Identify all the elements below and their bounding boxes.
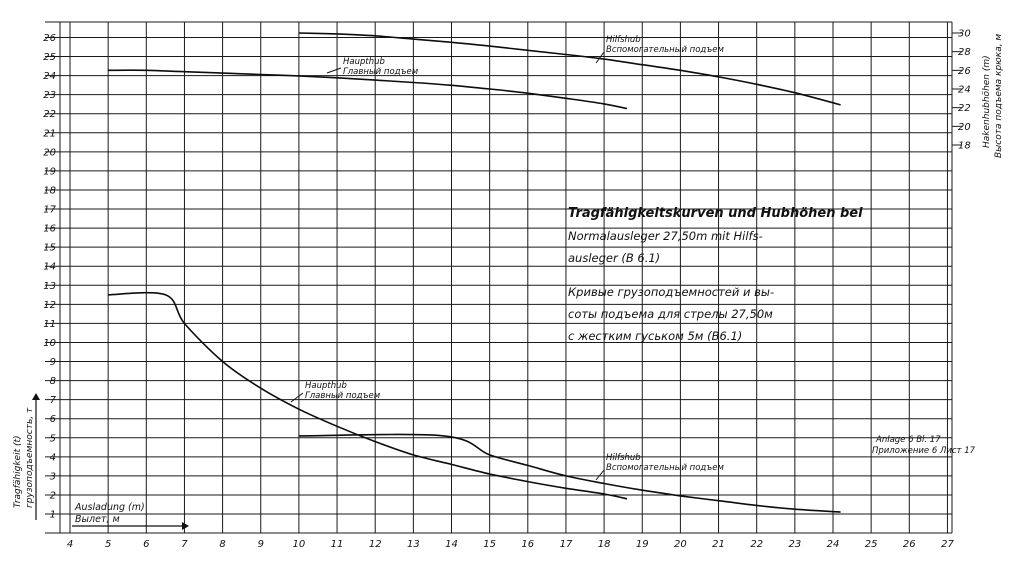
y-tick-label: 2 — [50, 490, 56, 501]
y-right-tick-label: 22 — [958, 103, 971, 114]
y-tick-label: 7 — [50, 395, 57, 406]
y-right-axis-title: Hakenhubhöhen (m) Высота подъема крюка, … — [982, 34, 1004, 158]
x-tick-label: 26 — [903, 539, 916, 550]
y-tick-label: 25 — [43, 52, 56, 63]
title-block: Tragfähigkeitskurven und Hubhöhen bei No… — [568, 206, 863, 343]
x-tick-label: 13 — [407, 539, 420, 550]
x-tick-label: 8 — [219, 539, 225, 550]
x-axis-label: Ausladung (m) — [74, 502, 145, 513]
curve-labels: Haupthub Главный подъем Hilfshub Вспомог… — [290, 35, 725, 481]
annotation-line-1: Anlage 6 Bl. 17 — [875, 435, 941, 445]
y-right-axis-label-ru: Высота подъема крюка, м — [994, 34, 1004, 158]
label-haupthub-capacity-ru: Главный подъем — [305, 391, 381, 401]
y-axis-label: Tragfähigkeit (t) — [13, 435, 23, 508]
label-hilfshub-height: Hilfshub — [606, 35, 641, 45]
label-hilfshub-height-ru: Вспомогательный подъем — [606, 45, 725, 55]
x-tick-label: 24 — [827, 539, 840, 550]
y-right-tick-label: 28 — [958, 47, 971, 58]
x-tick-label: 21 — [712, 539, 725, 550]
y-tick-label: 3 — [50, 471, 56, 482]
y-right-tick-label: 30 — [958, 29, 971, 40]
y-tick-label: 15 — [43, 243, 56, 254]
y-tick-label: 24 — [43, 71, 56, 82]
y-right-tick-label: 26 — [958, 66, 971, 77]
x-axis-title: Ausladung (m) Вылет, м — [72, 502, 189, 530]
title-ru-line-3: с жестким гуськом 5м (В6.1) — [568, 329, 742, 343]
label-haupthub-height-ru: Главный подъем — [343, 67, 419, 77]
title-line-2: Normalausleger 27,50m mit Hilfs- — [568, 229, 763, 243]
y-tick-label: 26 — [43, 33, 56, 44]
y-tick-label: 10 — [43, 338, 56, 349]
x-tick-label: 11 — [331, 539, 344, 550]
x-tick-label: 23 — [788, 539, 801, 550]
label-haupthub-capacity: Haupthub — [305, 381, 347, 391]
x-tick-label: 20 — [674, 539, 687, 550]
label-hilfshub-capacity-ru: Вспомогательный подъем — [606, 463, 725, 473]
leader-haupthub-height — [326, 67, 342, 74]
y-tick-label: 8 — [50, 376, 56, 387]
x-tick-label: 4 — [67, 539, 73, 550]
x-tick-label: 7 — [181, 539, 188, 550]
y-tick-label: 19 — [43, 166, 56, 177]
title-line-3: ausleger (B 6.1) — [568, 251, 660, 265]
y-tick-label: 14 — [43, 262, 56, 273]
y-right-tick-label: 24 — [958, 85, 971, 96]
series-line-capacity-haupthub — [108, 291, 628, 500]
y-right-axis-label: Hakenhubhöhen (m) — [982, 55, 992, 148]
series-line-hook_height-haupthub — [108, 69, 628, 110]
y-axis-label-ru: грузоподъемность, т — [25, 407, 35, 508]
x-tick-label: 6 — [143, 539, 149, 550]
series-line-hook_height-hilfshub — [298, 32, 841, 106]
series-line-capacity-hilfshub — [298, 433, 841, 513]
title-line-1: Tragfähigkeitskurven und Hubhöhen bei — [568, 206, 863, 221]
y-tick-label: 12 — [43, 300, 56, 311]
y-tick-label: 18 — [43, 185, 56, 196]
y-right-tick-label: 18 — [958, 141, 971, 152]
label-hilfshub-capacity: Hilfshub — [606, 453, 641, 463]
x-tick-label: 16 — [521, 539, 534, 550]
y-right-tick-label: 20 — [958, 122, 971, 133]
title-ru-line-1: Кривые грузоподъемностей и вы- — [568, 285, 774, 299]
x-tick-label: 22 — [750, 539, 763, 550]
x-tick-label: 27 — [941, 539, 954, 550]
y-tick-label: 13 — [43, 281, 56, 292]
y-tick-label: 9 — [50, 357, 56, 368]
y-tick-label: 5 — [50, 433, 56, 444]
grid — [45, 21, 962, 534]
y-tick-label: 16 — [43, 224, 56, 235]
sheet-annotation: Anlage 6 Bl. 17 Приложение 6 Лист 17 — [872, 435, 976, 456]
leader-hilfshub-height — [595, 51, 605, 64]
leader-hilfshub-capacity — [595, 469, 605, 481]
x-tick-label: 25 — [865, 539, 878, 550]
x-tick-label: 10 — [293, 539, 306, 550]
x-tick-label: 17 — [560, 539, 573, 550]
x-tick-label: 12 — [369, 539, 382, 550]
y-axis-title: Tragfähigkeit (t) грузоподъемность, т — [13, 393, 40, 520]
title-ru-line-2: соты подъема для стрелы 27,50м — [568, 307, 773, 321]
x-tick-label: 5 — [105, 539, 111, 550]
y-axis-arrow-head — [32, 393, 40, 400]
y-tick-label: 11 — [43, 319, 56, 330]
x-tick-label: 19 — [636, 539, 649, 550]
annotation-line-2: Приложение 6 Лист 17 — [872, 446, 976, 456]
y-tick-label: 20 — [43, 147, 56, 158]
x-tick-label: 9 — [258, 539, 264, 550]
x-tick-label: 14 — [445, 539, 458, 550]
y-tick-label: 6 — [50, 414, 56, 425]
tick-labels: 4 5 6 7 8 9 10 11 12 13 14 15 16 17 18 19 20 21 22 23 24 25 26… — [43, 29, 970, 551]
curves — [108, 32, 841, 513]
y-tick-label: 22 — [43, 109, 56, 120]
y-tick-label: 1 — [50, 510, 56, 521]
y-tick-label: 21 — [43, 128, 56, 139]
x-axis-label-ru: Вылет, м — [75, 514, 120, 525]
x-axis-arrow-head — [182, 522, 189, 530]
label-haupthub-height: Haupthub — [343, 57, 385, 67]
y-tick-label: 17 — [43, 205, 56, 216]
x-tick-label: 18 — [598, 539, 611, 550]
y-tick-label: 23 — [43, 90, 56, 101]
leader-haupthub-capacity — [290, 392, 304, 403]
y-tick-label: 4 — [50, 452, 56, 463]
x-tick-label: 15 — [483, 539, 496, 550]
